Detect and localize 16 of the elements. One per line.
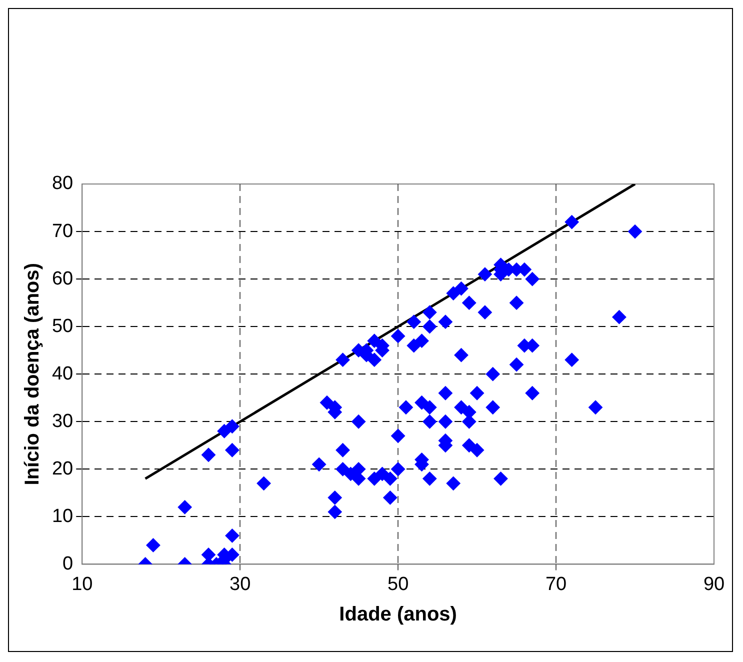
x-tick-label: 50 <box>387 574 409 595</box>
y-tick-label: 60 <box>52 268 74 290</box>
y-tick-label: 0 <box>62 553 74 574</box>
y-tick-label: 80 <box>52 173 74 194</box>
y-tick-label: 20 <box>52 458 74 480</box>
x-tick-label: 10 <box>72 574 93 595</box>
y-axis-title: Início da doença (anos) <box>22 262 44 486</box>
y-tick-label: 40 <box>52 363 74 384</box>
y-tick-label: 10 <box>52 506 74 527</box>
y-tick-label: 50 <box>52 316 74 337</box>
x-axis-title: Idade (anos) <box>339 604 457 626</box>
x-tick-label: 30 <box>230 574 251 595</box>
x-tick-label: 90 <box>703 574 725 595</box>
y-tick-label: 70 <box>52 220 74 242</box>
x-tick-label: 70 <box>545 574 567 595</box>
y-tick-label: 30 <box>52 410 74 432</box>
